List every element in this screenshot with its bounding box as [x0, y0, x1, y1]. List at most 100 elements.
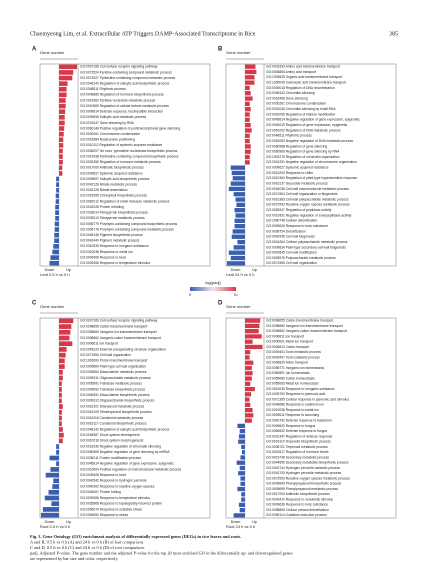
go-term: GO:0044550 Secondary metabolite biosynth…	[266, 461, 349, 465]
go-term: GO:0009814 Defense response, incompatibl…	[80, 110, 163, 114]
up-bar	[245, 85, 250, 91]
panel-label: B	[218, 47, 223, 53]
go-term: GO:1990748 Cellular detoxification	[266, 219, 317, 223]
down-bar	[237, 239, 245, 245]
up-bar	[59, 432, 64, 438]
up-bar	[59, 438, 63, 444]
up-bar	[245, 365, 252, 371]
down-bar	[232, 176, 245, 181]
go-term: GO:0042744 Hydrogen peroxide catabolic p…	[266, 466, 340, 470]
go-term: GO:0048511 Rhythmic process	[266, 134, 312, 138]
go-term: GO:0006778 Porphyrin-containing compound…	[80, 227, 174, 231]
up-bar	[245, 381, 251, 386]
go-term: GO:0042546 Cell wall biogenesis	[266, 235, 315, 239]
up-bar	[59, 137, 64, 143]
go-term: GO:0019438 Pyrimidine-containing compoun…	[80, 154, 179, 158]
up-bar	[245, 80, 255, 85]
go-term: GO:0035966 Response to topologically inc…	[80, 502, 162, 506]
go-term: GO:0046148 Pigment biosynthetic process	[80, 233, 143, 237]
go-term: GO:0006457 Protein folding	[80, 490, 121, 494]
up-bar	[245, 112, 250, 117]
up-bar	[245, 160, 250, 165]
up-bar	[245, 117, 250, 122]
up-bar	[245, 407, 253, 413]
go-term: GO:0017000 Antibiotic biosynthetic proce…	[266, 492, 330, 496]
go-term: GO:0031048 Chromatin silencing by small …	[266, 107, 336, 111]
plot-frame	[225, 63, 397, 267]
down-bar	[45, 472, 59, 478]
go-term: GO:0031056 Regulation of histone modific…	[266, 112, 335, 116]
down-bar	[241, 492, 245, 497]
axis-title: Gene number	[40, 304, 65, 309]
caption-line: are represented by bar size and color, r…	[30, 556, 118, 562]
go-term: GO:0042743 Hydrogen peroxide metabolic p…	[266, 471, 341, 475]
go-term: GO:0006811 Ion transport	[266, 334, 304, 338]
go-term: GO:2001251 Negative regulation of chromo…	[266, 160, 357, 164]
up-bar	[245, 339, 253, 344]
up-bar	[59, 154, 63, 159]
up-bar	[245, 418, 252, 423]
column-label: Up	[66, 520, 71, 524]
go-term: GO:0098662 Inorganic cation transmembran…	[266, 329, 347, 333]
panel-footer: Root 24 h vs 0 h	[226, 524, 255, 529]
go-term: GO:0048367 Shoot system development	[80, 433, 140, 437]
go-term: GO:0060968 Regulation of gene silencing	[266, 144, 327, 148]
go-term: GO:0052547 Regulation of peptidase activ…	[266, 208, 332, 212]
down-bar	[53, 478, 59, 484]
go-term: GO:0010817 Regulation of hormone levels	[266, 450, 329, 454]
go-term: GO:0010035 Response to inorganic substan…	[266, 387, 335, 391]
up-bar	[59, 398, 62, 404]
up-bar	[59, 64, 78, 70]
page-number: 385	[389, 31, 398, 37]
go-term: GO:0010035 Response to inorganic substan…	[80, 244, 149, 248]
down-bar	[238, 471, 245, 476]
down-bar	[55, 199, 59, 204]
down-bar	[240, 455, 245, 460]
down-bar	[52, 249, 59, 255]
go-term: GO:0006979 Response to oxidative stress	[80, 507, 142, 511]
go-term: GO:0007166 Cell surface receptor signali…	[80, 319, 158, 323]
go-term: GO:0009311 Oligosaccharide metabolic pro…	[80, 376, 151, 380]
down-bar	[52, 484, 59, 489]
go-term: GO:0098869 Cellular oxidant detoxificati…	[266, 508, 329, 512]
down-bar	[237, 486, 245, 492]
go-term: GO:0005984 Disaccharide metabolic proces…	[80, 370, 147, 374]
up-bar	[59, 324, 72, 329]
up-bar	[245, 350, 251, 355]
down-bar	[236, 202, 245, 208]
up-bar	[59, 120, 65, 126]
go-term: GO:0009312 Oligosaccharide biosynthetic …	[80, 399, 155, 403]
up-bar	[59, 131, 64, 137]
go-term: GO:0071554 Cell wall organization	[80, 353, 131, 357]
go-term: GO:0098662 Inorganic cation transmembran…	[80, 336, 161, 340]
up-bar	[245, 323, 260, 329]
go-term: GO:0006779 Porphyrin-containing compound…	[80, 222, 177, 226]
up-bar	[59, 92, 67, 98]
down-bar	[49, 455, 59, 461]
go-term: GO:0009404 Toxin metabolic process	[266, 350, 321, 354]
down-bar	[50, 467, 59, 472]
go-term: GO:0016109 Tetraterpenoid biosynthetic p…	[80, 410, 152, 414]
up-bar	[59, 352, 66, 358]
up-bar	[59, 369, 63, 375]
go-term: GO:0010951 Negative regulation of endope…	[266, 213, 352, 217]
down-bar	[240, 476, 245, 481]
down-bar	[239, 429, 245, 434]
axis-title: Gene number	[226, 50, 251, 55]
down-bar	[231, 234, 245, 239]
down-bar	[240, 481, 245, 486]
down-bar	[241, 497, 245, 502]
up-bar	[59, 115, 65, 120]
go-term: GO:0005976 Polysaccharide metabolic proc…	[266, 256, 336, 260]
go-term: GO:0009834 Plant-type secondary cell wal…	[266, 245, 346, 249]
go-term: GO:0016116 Carotenoid metabolic process	[80, 416, 144, 420]
down-bar	[54, 232, 59, 238]
up-bar	[59, 347, 67, 352]
up-bar	[59, 358, 65, 364]
up-bar	[59, 381, 62, 387]
go-term: GO:0042542 Response to hydrogen peroxide	[80, 479, 147, 483]
column-label: Up	[252, 268, 257, 272]
go-term: GO:0046686 Response to cadmium ion	[266, 403, 324, 407]
down-bar	[56, 449, 59, 455]
go-term: GO:0009627 Systemic acquired resistance	[80, 171, 143, 175]
